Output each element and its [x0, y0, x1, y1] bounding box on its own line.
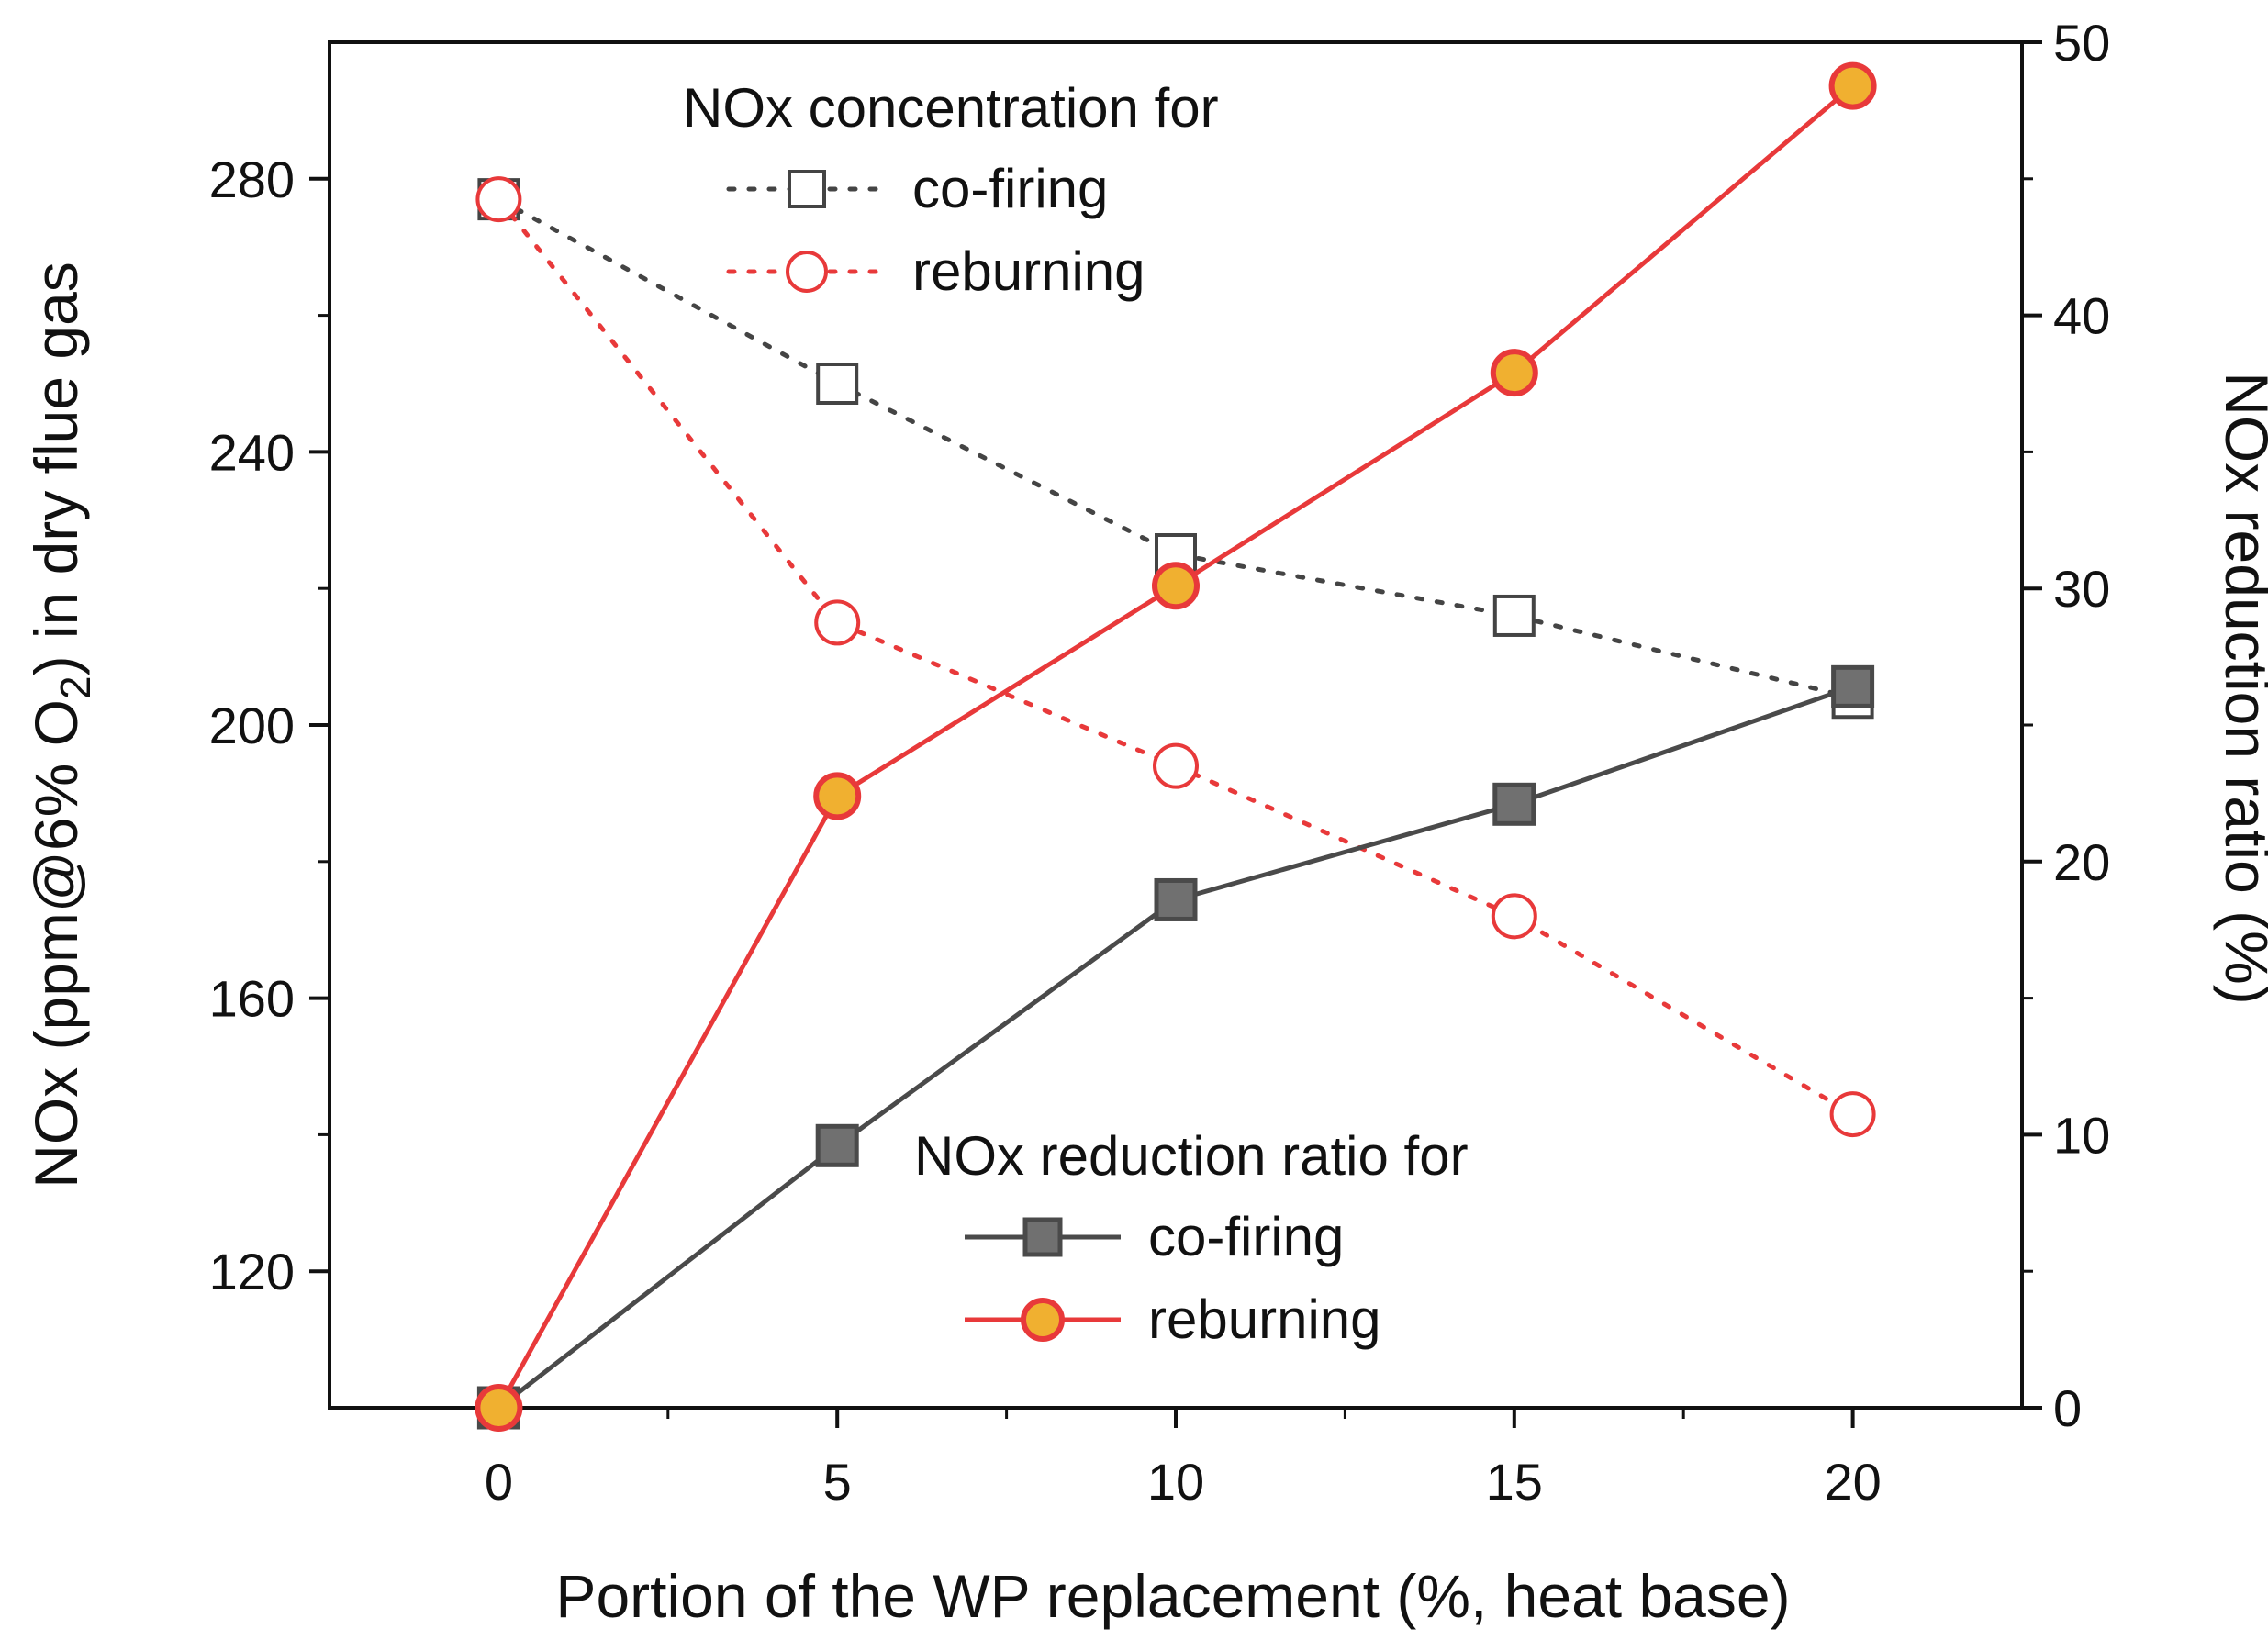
right-y-tick-label: 0 [2053, 1379, 2082, 1437]
reduction-co-firing-point [815, 1123, 859, 1167]
legend-label-reburning: reburning [912, 240, 1145, 302]
reduction-reburning-point [1152, 562, 1200, 610]
legend-marker-reburning [1021, 1298, 1065, 1342]
left-y-tick-label: 280 [209, 151, 295, 208]
right-y-tick-label: 50 [2053, 14, 2110, 72]
concentration-reburning-point [1829, 1091, 1876, 1138]
left-axis-title-prefix: NOx (ppm@6% O [22, 699, 90, 1188]
right-axis-title: NOx reduction ratio (%) [2213, 372, 2268, 1005]
concentration-co-firing-line [496, 196, 1856, 700]
right-y-tick-label: 30 [2053, 560, 2110, 618]
x-tick-label: 10 [1147, 1453, 1204, 1511]
legend-title: NOx concentration for [683, 77, 1219, 139]
left-y-tick-label: 120 [209, 1243, 295, 1300]
legend-label-co-firing: co-firing [912, 158, 1108, 219]
left-y-tick-label: 160 [209, 970, 295, 1028]
x-axis-title: Portion of the WP replacement (%, heat b… [555, 1562, 1790, 1630]
legend-label-reburning: reburning [1148, 1289, 1381, 1350]
left-axis-title: NOx (ppm@6% O2) in dry flue gas [22, 262, 99, 1188]
concentration-reburning-point [475, 176, 522, 223]
concentration-reburning-point [814, 599, 861, 646]
legend-title: NOx reduction ratio for [914, 1125, 1469, 1187]
axes-layer: 0 5 10 15 20 120 160 200 240 280 0 10 20 30 40 50 [209, 14, 2111, 1511]
legend-marker-reburning [786, 251, 828, 293]
left-y-tick-label: 200 [209, 697, 295, 754]
right-y-tick-label: 20 [2053, 833, 2110, 891]
right-y-tick-label: 40 [2053, 287, 2110, 345]
reduction-reburning-point [475, 1384, 523, 1432]
series-layer [475, 61, 1877, 1432]
concentration-reburning-line [496, 196, 1856, 1117]
reduction-reburning-point [813, 772, 862, 820]
x-tick-label: 15 [1486, 1453, 1543, 1511]
reduction-reburning-point [1828, 61, 1877, 110]
reduction-co-firing-point [1154, 877, 1198, 921]
plot-frame [328, 40, 2024, 1410]
right-y-tick-label: 10 [2053, 1106, 2110, 1164]
legend-layer: NOx concentration for co-firing reburning N… [683, 77, 1469, 1350]
x-tick-label: 5 [823, 1453, 852, 1511]
left-axis-title-suffix: ) in dry flue gas [22, 262, 90, 675]
legend-label-co-firing: co-firing [1148, 1206, 1344, 1267]
x-tick-label: 0 [485, 1453, 513, 1511]
x-tick-label: 20 [1824, 1453, 1881, 1511]
reduction-co-firing-point [1492, 782, 1536, 826]
concentration-reburning-point [1491, 893, 1537, 940]
reduction-co-firing-point [1831, 664, 1875, 708]
legend-marker-co-firing [1022, 1217, 1063, 1257]
concentration-co-firing-point [816, 363, 859, 405]
legend-marker-co-firing [788, 170, 826, 208]
concentration-reburning-point [1153, 742, 1199, 789]
left-axis-title-subscript: 2 [51, 675, 99, 699]
concentration-co-firing-point [1492, 594, 1536, 637]
left-y-tick-label: 240 [209, 423, 295, 481]
reduction-reburning-point [1490, 349, 1538, 397]
